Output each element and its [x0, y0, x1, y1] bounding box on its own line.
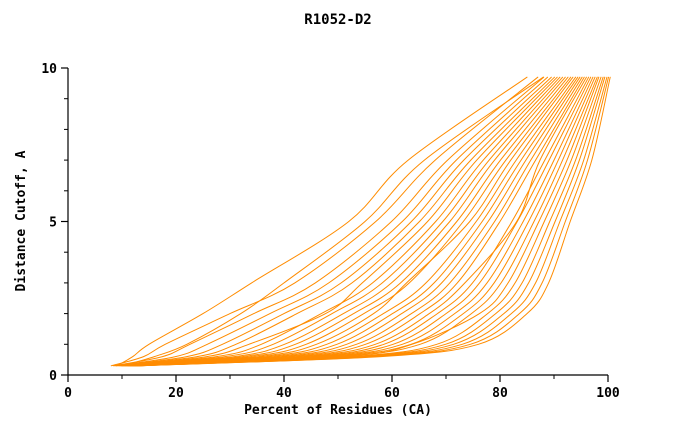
model-curve — [112, 76, 545, 367]
x-tick-label: 80 — [492, 386, 508, 401]
model-curve — [137, 76, 609, 367]
ticks-group: 0 20 40 60 80 100 0 5 10 — [41, 62, 620, 401]
model-curve — [122, 76, 569, 367]
model-curve — [133, 76, 602, 367]
model-curve — [114, 76, 548, 367]
model-curve — [128, 76, 585, 367]
x-axis-label: Percent of Residues (CA) — [244, 403, 432, 418]
model-curve — [126, 76, 581, 367]
model-curve — [131, 76, 596, 367]
model-curve — [119, 76, 564, 367]
model-curve — [115, 76, 552, 367]
model-curve — [116, 76, 555, 367]
x-tick-label: 20 — [168, 386, 184, 401]
model-curve — [129, 76, 587, 367]
model-curve — [121, 76, 566, 367]
model-curve — [123, 76, 572, 367]
model-curve — [116, 76, 528, 367]
x-tick-label: 100 — [596, 386, 620, 401]
y-tick-label: 10 — [41, 62, 57, 77]
x-tick-label: 0 — [64, 386, 72, 401]
model-curve — [127, 76, 583, 367]
chart-title: R1052-D2 — [304, 12, 371, 28]
y-tick-label: 5 — [49, 216, 57, 231]
model-curve — [137, 76, 611, 367]
model-curve — [110, 76, 539, 367]
model-curve — [117, 76, 558, 367]
model-curve — [123, 76, 574, 367]
curves-group — [110, 76, 611, 367]
model-curve — [125, 76, 579, 367]
y-tick-label: 0 — [49, 369, 57, 384]
y-axis-label: Distance Cutoff, A — [14, 150, 29, 291]
model-curve — [124, 76, 577, 367]
model-curve — [121, 76, 544, 367]
model-curve — [118, 76, 561, 367]
x-tick-label: 60 — [384, 386, 400, 401]
x-tick-label: 40 — [276, 386, 292, 401]
